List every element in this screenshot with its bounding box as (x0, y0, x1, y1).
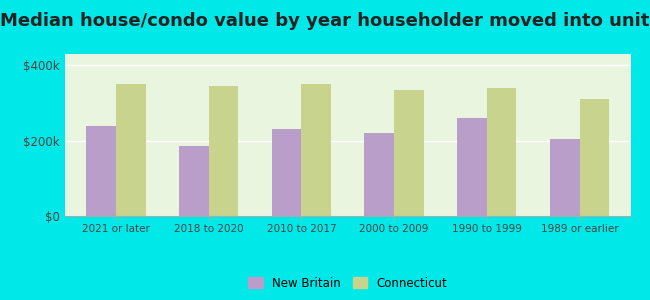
Bar (394, 90, 424, 216)
Bar (209, 86, 239, 216)
Bar (487, 88, 517, 216)
Bar (179, 146, 209, 216)
Bar (457, 118, 487, 216)
Bar (365, 133, 394, 216)
Bar (580, 99, 609, 216)
Bar (272, 129, 302, 216)
Bar (302, 84, 331, 216)
Bar (86, 126, 116, 216)
Legend: New Britain, Connecticut: New Britain, Connecticut (244, 272, 452, 294)
Bar (550, 139, 580, 216)
Bar (116, 84, 146, 216)
Text: Median house/condo value by year householder moved into unit: Median house/condo value by year househo… (0, 12, 650, 30)
